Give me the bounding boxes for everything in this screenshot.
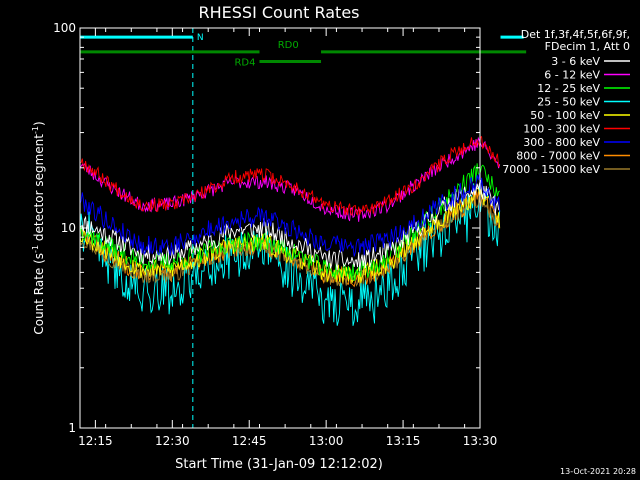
y-label-superscript-2: -1 bbox=[31, 126, 40, 134]
y-tick-label: 1 bbox=[68, 421, 76, 435]
legend-label: 12 - 25 keV bbox=[537, 82, 600, 95]
x-tick-label: 12:45 bbox=[232, 434, 267, 448]
annotation-layer: N RD0 RD4 bbox=[79, 28, 527, 428]
y-label-part-3: ) bbox=[32, 121, 46, 126]
x-tick-label: 13:00 bbox=[309, 434, 344, 448]
plot-timestamp: 13-Oct-2021 20:28 bbox=[560, 467, 636, 476]
axis-frame bbox=[79, 27, 481, 429]
series-line-12-25 bbox=[79, 163, 500, 281]
x-tick-label: 12:30 bbox=[155, 434, 190, 448]
y-label-part-2: detector segment bbox=[32, 134, 46, 245]
legend-label: 25 - 50 keV bbox=[537, 96, 600, 109]
legend-label: 3 - 6 keV bbox=[551, 55, 600, 68]
axes: 1 10 100 12:15 12:30 12:45 13:00 13:15 13:30 bbox=[53, 21, 497, 448]
legend-header-line-2: FDecim 1, Att 0 bbox=[545, 40, 630, 53]
x-axis-label: Start Time (31-Jan-09 12:12:02) bbox=[175, 457, 383, 472]
y-tick-label: 100 bbox=[53, 21, 76, 35]
y-tick-label: 10 bbox=[61, 221, 76, 235]
legend-header-line-1: Det 1f,3f,4f,5f,6f,9f, bbox=[521, 28, 630, 41]
series-line-100-300 bbox=[79, 136, 501, 217]
rd0-label: RD0 bbox=[278, 40, 299, 51]
night-label: N bbox=[197, 33, 204, 43]
legend-label: 100 - 300 keV bbox=[523, 123, 600, 136]
plot-area bbox=[79, 136, 501, 326]
chart-title: RHESSI Count Rates bbox=[199, 3, 360, 22]
y-label-part-1: Count Rate (s bbox=[32, 253, 46, 335]
legend-label: 7000 - 15000 keV bbox=[502, 163, 600, 176]
rd4-label: RD4 bbox=[234, 57, 255, 68]
x-tick-label: 13:15 bbox=[386, 434, 421, 448]
x-tick-label: 13:30 bbox=[463, 434, 498, 448]
y-label-superscript-1: -1 bbox=[31, 245, 40, 253]
series-line-300-800 bbox=[79, 173, 501, 257]
series-line-7000-15000 bbox=[79, 191, 501, 287]
legend-label: 6 - 12 keV bbox=[544, 69, 600, 82]
x-tick-label: 12:15 bbox=[78, 434, 113, 448]
series-line-3-6 bbox=[79, 180, 501, 272]
legend-label: 50 - 100 keV bbox=[530, 109, 600, 122]
legend-label: 800 - 7000 keV bbox=[516, 150, 600, 163]
legend-label: 300 - 800 keV bbox=[523, 136, 600, 149]
y-axis-label: Count Rate (s-1 detector segment-1) bbox=[31, 121, 46, 334]
legend: Det 1f,3f,4f,5f,6f,9f, FDecim 1, Att 0 3… bbox=[502, 28, 630, 176]
